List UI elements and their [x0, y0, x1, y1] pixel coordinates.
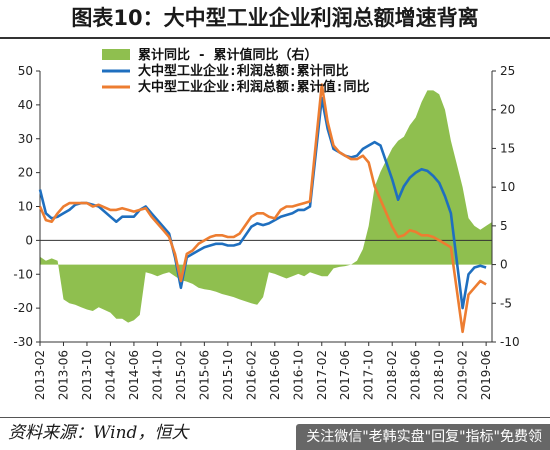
left-tick-label: 10	[18, 200, 33, 214]
x-tick-label: 2017-10	[362, 350, 376, 400]
right-tick-label: 0	[500, 258, 508, 272]
right-tick-label: 5	[500, 219, 508, 233]
legend: 累计同比 - 累计值同比（右）大中型工业企业:利润总额:累计同比大中型工业企业:…	[102, 47, 369, 95]
x-tick-label: 2014-02	[103, 350, 117, 400]
x-tick-label: 2016-02	[244, 350, 258, 400]
right-tick-label: 15	[500, 141, 515, 155]
legend-swatch-area	[102, 49, 130, 60]
left-tick-label: -20	[13, 301, 33, 315]
x-tick-label: 2017-02	[315, 350, 329, 400]
x-tick-label: 2013-06	[56, 350, 70, 400]
x-tick-label: 2019-06	[479, 350, 493, 400]
x-tick-label: 2014-06	[127, 350, 141, 400]
right-tick-label: 10	[500, 180, 515, 194]
left-tick-label: 40	[18, 98, 33, 112]
plot-area: -30 -20 -10 0 10 20 30 40 50 -10 -5 0 5 10 15 20 25 2013-…	[13, 64, 519, 400]
left-tick-label: 20	[18, 166, 33, 180]
right-tick-label: 20	[500, 103, 515, 117]
legend-label: 累计同比 - 累计值同比（右）	[138, 47, 317, 63]
right-tick-label: -10	[500, 335, 520, 349]
left-tick-label: -10	[13, 267, 33, 281]
x-tick-label: 2018-10	[432, 350, 446, 400]
x-tick-label: 2016-06	[268, 350, 282, 400]
title-underline	[0, 37, 550, 39]
right-tick-label: 25	[500, 64, 515, 78]
left-tick-label: 30	[18, 132, 33, 146]
x-tick-label: 2014-10	[150, 350, 164, 400]
x-tick-label: 2015-02	[174, 350, 188, 400]
left-tick-label: 50	[18, 64, 33, 78]
source-rule	[0, 417, 550, 418]
x-tick-label: 2016-10	[291, 350, 305, 400]
watermark-banner[interactable]: 关注微信"老韩实盘"回复"指标"免费领	[296, 424, 550, 450]
source-note: 资料来源：Wind，恒大	[8, 423, 189, 443]
series-area-difference	[40, 90, 492, 323]
legend-label: 大中型工业企业:利润总额:累计值:同比	[138, 79, 369, 95]
right-tick-label: -5	[500, 296, 512, 310]
x-tick-label: 2017-06	[338, 350, 352, 400]
x-tick-label: 2018-06	[409, 350, 423, 400]
series-line-cumulative-yoy	[38, 96, 487, 310]
x-tick-label: 2015-10	[221, 350, 235, 400]
x-tick-label: 2013-10	[80, 350, 94, 400]
left-tick-label: -30	[13, 335, 33, 349]
left-tick-label: 0	[25, 233, 33, 247]
series-line-cumulative-value-yoy	[38, 83, 487, 334]
x-tick-label: 2018-02	[385, 350, 399, 400]
x-tick-label: 2013-02	[33, 350, 47, 400]
x-tick-label: 2019-02	[456, 350, 470, 400]
chart: -30 -20 -10 0 10 20 30 40 50 -10 -5 0 5 10 15 20 25 2013-…	[13, 47, 519, 400]
chart-title: 图表10：大中型工业企业利润总额增速背离	[71, 6, 479, 30]
legend-label: 大中型工业企业:利润总额:累计同比	[138, 63, 349, 79]
x-tick-label: 2015-06	[197, 350, 211, 400]
